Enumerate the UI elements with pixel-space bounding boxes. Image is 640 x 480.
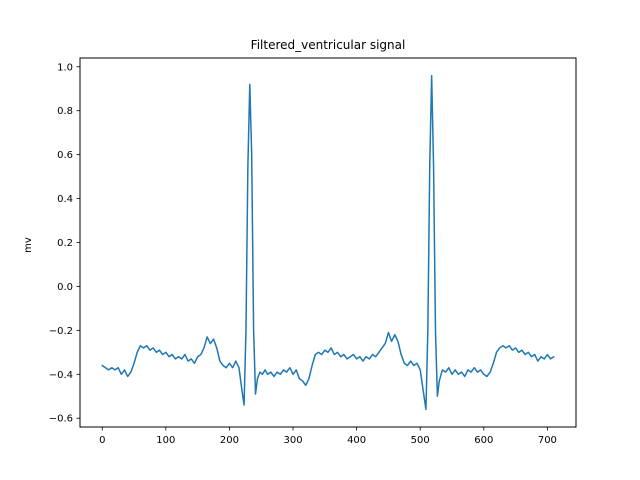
y-tick-label: 0.2 [57,238,73,249]
chart-title: Filtered_ventricular signal [251,38,406,52]
x-tick-label: 300 [283,435,302,446]
x-tick-label: 500 [411,435,430,446]
x-tick-label: 100 [156,435,175,446]
y-tick-label: 0.0 [57,282,73,293]
y-tick-label: −0.6 [49,414,73,425]
y-tick-label: −0.2 [49,326,73,337]
y-tick-label: 0.6 [57,150,73,161]
x-tick-label: 200 [220,435,239,446]
y-tick-label: −0.4 [49,370,73,381]
y-tick-label: 1.0 [57,62,73,73]
x-tick-label: 700 [538,435,557,446]
y-tick-label: 0.4 [57,194,73,205]
x-tick-label: 600 [474,435,493,446]
y-axis-label: mv [23,237,34,253]
x-tick-label: 400 [347,435,366,446]
y-tick-label: 0.8 [57,106,73,117]
x-tick-label: 0 [99,435,105,446]
series-line [101,74,555,411]
plot-frame [79,57,577,428]
axis-ticks: 0 100 200 300 400 500 600 700 −0.6 −0.4 −0.2 0.0 0.2… [49,62,557,446]
